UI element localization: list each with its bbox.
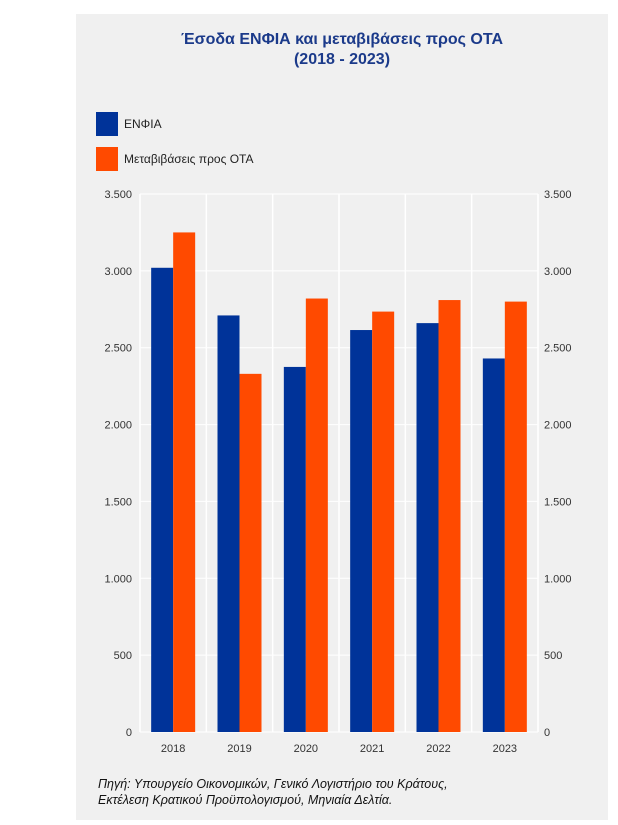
y-tick-label-left: 1.000 xyxy=(104,573,132,585)
legend-label-transfers: Μεταβιβάσεις προς ΟΤΑ xyxy=(124,152,254,166)
x-tick-label: 2022 xyxy=(426,743,450,755)
bar-transfers xyxy=(305,298,328,732)
y-tick-label-left: 2.000 xyxy=(104,420,132,432)
y-tick-label-right: 2.000 xyxy=(544,420,572,432)
x-tick-label: 2021 xyxy=(360,743,384,755)
chart-subtitle: (2018 - 2023) xyxy=(293,51,391,68)
x-tick-label: 2019 xyxy=(227,743,251,755)
y-tick-label-left: 0 xyxy=(126,727,132,739)
x-tick-label: 2020 xyxy=(294,743,318,755)
bar-transfers xyxy=(372,311,395,732)
y-tick-label-right: 500 xyxy=(544,650,562,662)
source-note: Πηγή: Υπουργείο Οικονομικών, Γενικό Λογι… xyxy=(98,776,598,808)
source-line-2: Εκτέλεση Κρατικού Προϋπολογισμού, Μηνιαί… xyxy=(98,793,393,807)
bar-transfers xyxy=(239,373,262,732)
chart-title-block: Έσοδα ΕΝΦΙΑ και μεταβιβάσεις προς ΟΤΑ (2… xyxy=(76,30,608,70)
y-tick-label-right: 1.000 xyxy=(544,573,572,585)
legend-swatch-enfia xyxy=(96,112,118,136)
bar-enfia xyxy=(350,330,373,732)
legend-label-enfia: ΕΝΦΙΑ xyxy=(124,117,162,131)
legend-item-enfia: ΕΝΦΙΑ xyxy=(96,112,162,136)
y-tick-label-left: 3.000 xyxy=(104,266,132,278)
bar-enfia xyxy=(283,366,306,732)
bar-enfia xyxy=(217,315,240,732)
y-tick-label-right: 2.500 xyxy=(544,343,572,355)
bar-enfia xyxy=(482,358,505,732)
y-tick-label-right: 3.000 xyxy=(544,266,572,278)
source-line-1: Πηγή: Υπουργείο Οικονομικών, Γενικό Λογι… xyxy=(98,777,448,791)
bar-enfia xyxy=(416,323,439,732)
bar-transfers xyxy=(438,300,461,732)
legend-item-transfers: Μεταβιβάσεις προς ΟΤΑ xyxy=(96,147,253,171)
bar-transfers xyxy=(173,232,196,732)
y-tick-label-right: 3.500 xyxy=(544,189,572,201)
y-tick-label-left: 500 xyxy=(114,650,132,662)
legend-swatch-transfers xyxy=(96,147,118,171)
x-tick-label: 2023 xyxy=(493,743,517,755)
bar-enfia xyxy=(151,267,174,732)
y-tick-label-left: 3.500 xyxy=(104,189,132,201)
y-tick-label-right: 0 xyxy=(544,727,550,739)
x-tick-label: 2018 xyxy=(161,743,185,755)
bar-transfers xyxy=(504,301,527,732)
y-tick-label-left: 1.500 xyxy=(104,496,132,508)
y-tick-label-left: 2.500 xyxy=(104,343,132,355)
y-tick-label-right: 1.500 xyxy=(544,496,572,508)
chart-title: Έσοδα ΕΝΦΙΑ και μεταβιβάσεις προς ΟΤΑ xyxy=(180,31,504,48)
